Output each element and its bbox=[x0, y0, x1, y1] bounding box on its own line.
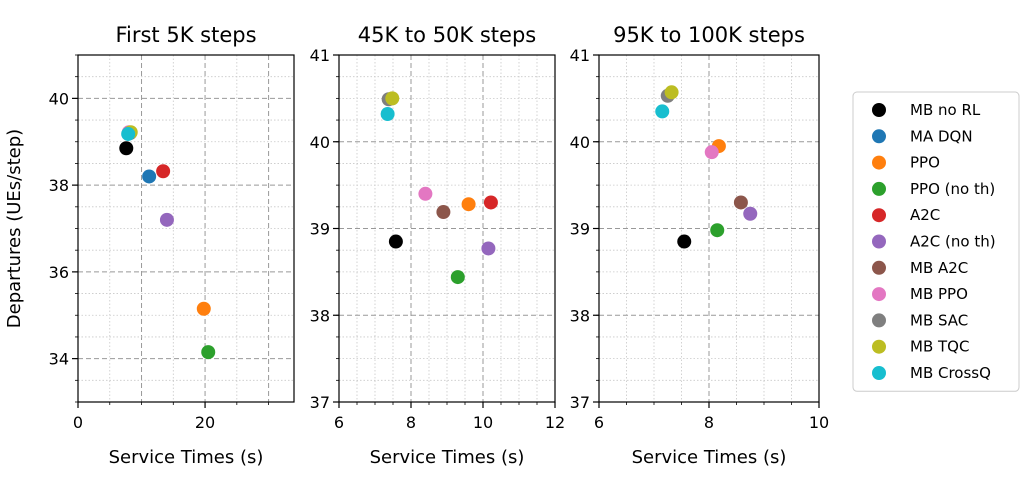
point-mb-tqc bbox=[385, 91, 400, 106]
x-tick-label: 10 bbox=[473, 413, 493, 432]
legend-label-mb-crossq: MB CrossQ bbox=[910, 364, 991, 382]
y-tick-label: 36 bbox=[49, 263, 69, 282]
point-ppo bbox=[461, 197, 476, 212]
x-axis-label: Service Times (s) bbox=[632, 447, 787, 468]
point-ppo-no-th bbox=[450, 270, 465, 285]
panel-title: First 5K steps bbox=[115, 23, 256, 47]
panel-1: 0 20 34 36 38 40 First 5K steps Service Times (… bbox=[4, 23, 295, 468]
y-tick-label: 40 bbox=[570, 133, 590, 152]
point-a2c bbox=[156, 164, 171, 179]
x-tick-label: 8 bbox=[704, 413, 714, 432]
x-tick-label: 6 bbox=[334, 413, 344, 432]
legend-marker-mb-sac bbox=[872, 313, 886, 328]
point-mb-a2c bbox=[733, 195, 748, 210]
y-tick-label: 34 bbox=[49, 350, 69, 369]
legend-marker-ma-dqn bbox=[872, 129, 886, 144]
x-tick-label: 0 bbox=[73, 413, 83, 432]
y-tick-label: 40 bbox=[310, 133, 330, 152]
point-mb-no-rl bbox=[677, 234, 692, 249]
point-ppo bbox=[196, 301, 211, 316]
legend-label-mb-ppo: MB PPO bbox=[910, 285, 968, 303]
point-mb-ppo bbox=[704, 145, 719, 160]
point-mb-no-rl bbox=[119, 141, 134, 156]
point-mb-a2c bbox=[436, 205, 451, 220]
y-tick-label: 38 bbox=[570, 306, 590, 325]
legend-marker-mb-ppo bbox=[872, 287, 886, 302]
point-ppo-no-th bbox=[201, 345, 216, 360]
panel-title: 95K to 100K steps bbox=[613, 23, 805, 47]
legend-label-ma-dqn: MA DQN bbox=[910, 127, 973, 145]
y-tick-label: 37 bbox=[310, 393, 330, 412]
point-mb-no-rl bbox=[388, 234, 403, 249]
y-tick-label: 41 bbox=[310, 46, 330, 65]
panel-title: 45K to 50K steps bbox=[358, 23, 536, 47]
point-a2c-no-th bbox=[159, 212, 174, 227]
point-mb-crossq bbox=[655, 104, 670, 119]
x-axis-label: Service Times (s) bbox=[109, 447, 264, 468]
y-tick-label: 37 bbox=[570, 393, 590, 412]
legend-marker-ppo-no-th bbox=[872, 181, 886, 196]
legend-label-mb-a2c: MB A2C bbox=[910, 259, 968, 277]
legend-label-mb-no-rl: MB no RL bbox=[910, 101, 981, 119]
point-mb-ppo bbox=[418, 186, 433, 201]
legend-marker-mb-no-rl bbox=[872, 103, 886, 117]
legend-label-a2c-no-th: A2C (no th) bbox=[910, 233, 996, 251]
legend-label-mb-tqc: MB TQC bbox=[910, 338, 969, 356]
x-axis-label: Service Times (s) bbox=[370, 447, 525, 468]
legend-label-ppo: PPO bbox=[910, 154, 940, 172]
point-ppo-no-th bbox=[710, 223, 725, 238]
point-ma-dqn bbox=[142, 169, 157, 184]
point-a2c bbox=[483, 195, 498, 210]
panel-2: 6 8 10 12 37 38 39 40 41 45K to 50K steps Service … bbox=[310, 23, 566, 468]
x-tick-label: 20 bbox=[195, 413, 215, 432]
x-tick-label: 6 bbox=[594, 413, 604, 432]
point-mb-crossq bbox=[380, 106, 395, 121]
panel-3: 6 8 10 37 38 39 40 41 95K to 100K steps Service T… bbox=[570, 23, 830, 468]
x-tick-label: 12 bbox=[545, 413, 565, 432]
legend-marker-ppo bbox=[872, 155, 886, 170]
legend-marker-mb-crossq bbox=[872, 366, 886, 380]
x-tick-label: 10 bbox=[809, 413, 829, 432]
y-axis-label: Departures (UEs/step) bbox=[4, 129, 25, 328]
legend-label-ppo-no-th: PPO (no th) bbox=[910, 180, 995, 198]
x-tick-label: 8 bbox=[406, 413, 416, 432]
y-tick-label: 38 bbox=[49, 176, 69, 195]
y-tick-label: 39 bbox=[310, 220, 330, 239]
point-a2c-no-th bbox=[481, 241, 496, 256]
y-tick-label: 39 bbox=[570, 220, 590, 239]
legend: MB no RL MA DQN PPO PPO (no th) A2C A2C (no t… bbox=[852, 91, 1020, 392]
point-mb-crossq bbox=[121, 126, 136, 141]
point-mb-tqc bbox=[664, 85, 679, 100]
legend-marker-mb-a2c bbox=[872, 260, 886, 275]
point-a2c-no-th bbox=[743, 206, 758, 221]
legend-marker-a2c bbox=[872, 208, 886, 223]
legend-label-a2c: A2C bbox=[910, 206, 940, 224]
legend-marker-mb-tqc bbox=[872, 339, 886, 354]
legend-frame bbox=[852, 91, 1020, 392]
legend-label-mb-sac: MB SAC bbox=[910, 311, 968, 329]
legend-marker-a2c-no-th bbox=[872, 234, 886, 249]
y-tick-label: 38 bbox=[310, 306, 330, 325]
y-tick-label: 40 bbox=[49, 89, 69, 108]
y-tick-label: 41 bbox=[570, 46, 590, 65]
